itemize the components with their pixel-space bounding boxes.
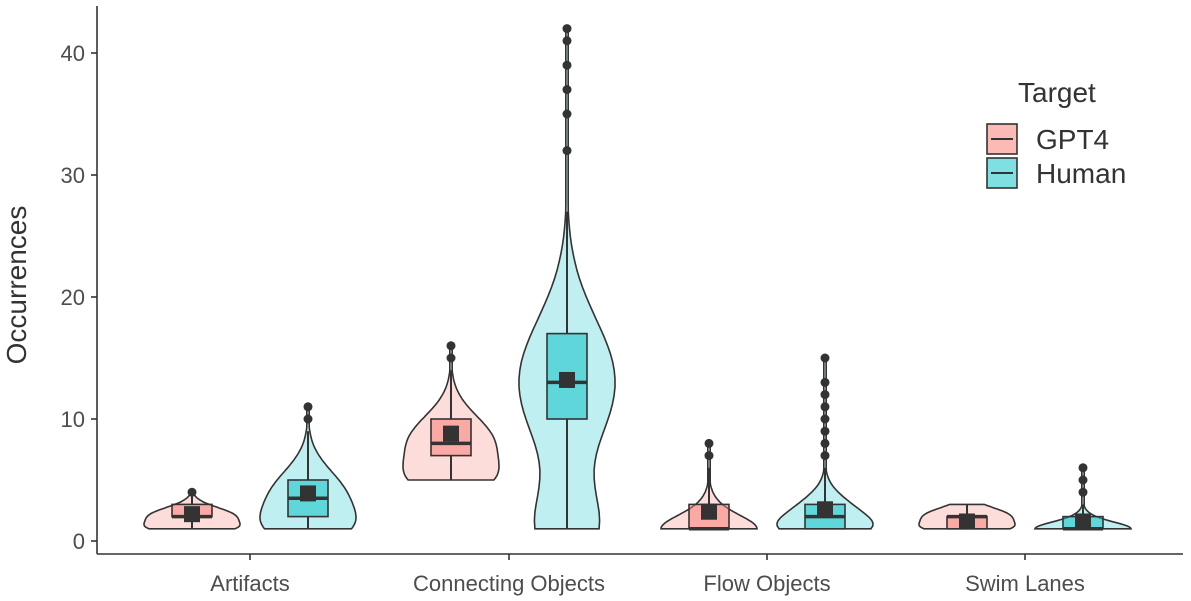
mean-marker [300, 485, 316, 502]
y-axis: 0 10 20 30 40 [61, 6, 98, 554]
x-axis: Artifacts Connecting Objects Flow Objects S… [97, 553, 1183, 596]
outlier-point [820, 390, 830, 400]
outlier-point [562, 60, 572, 70]
mean-marker [817, 501, 833, 518]
outlier-point [562, 24, 572, 34]
legend-label-gpt4: GPT4 [1036, 124, 1109, 155]
outlier-point [820, 426, 830, 436]
outlier-point [303, 414, 313, 424]
mean-marker [959, 513, 975, 530]
y-axis-title: Occurrences [1, 206, 32, 365]
outlier-point [187, 487, 197, 497]
y-tick-label: 10 [61, 407, 85, 432]
legend-label-human: Human [1036, 158, 1126, 189]
outlier-point [820, 438, 830, 448]
y-tick-label: 40 [61, 41, 85, 66]
outlier-point [446, 341, 456, 351]
outlier-point [303, 402, 313, 412]
outlier-point [562, 85, 572, 95]
outlier-point [704, 451, 714, 461]
legend-title: Target [1018, 77, 1096, 108]
mean-marker [1075, 513, 1091, 530]
y-tick-label: 20 [61, 285, 85, 310]
outlier-point [820, 414, 830, 424]
y-tick-label: 0 [73, 529, 85, 554]
mean-marker [443, 425, 459, 442]
mean-marker [184, 506, 200, 523]
x-tick-label: Swim Lanes [965, 571, 1085, 596]
outlier-point [562, 109, 572, 119]
outlier-point [704, 438, 714, 448]
outlier-point [562, 36, 572, 46]
outlier-point [562, 146, 572, 156]
outlier-point [1078, 463, 1088, 473]
x-tick-label: Flow Objects [703, 571, 830, 596]
outlier-point [446, 353, 456, 363]
outlier-point [820, 402, 830, 412]
outlier-point [820, 353, 830, 363]
mean-marker [559, 371, 575, 388]
y-tick-label: 30 [61, 163, 85, 188]
outlier-point [1078, 475, 1088, 485]
outlier-point [820, 451, 830, 461]
outlier-point [1078, 487, 1088, 497]
outlier-point [820, 377, 830, 387]
mean-marker [701, 503, 717, 520]
x-tick-label: Artifacts [210, 571, 289, 596]
plot-area [143, 24, 1133, 531]
x-tick-label: Connecting Objects [413, 571, 605, 596]
